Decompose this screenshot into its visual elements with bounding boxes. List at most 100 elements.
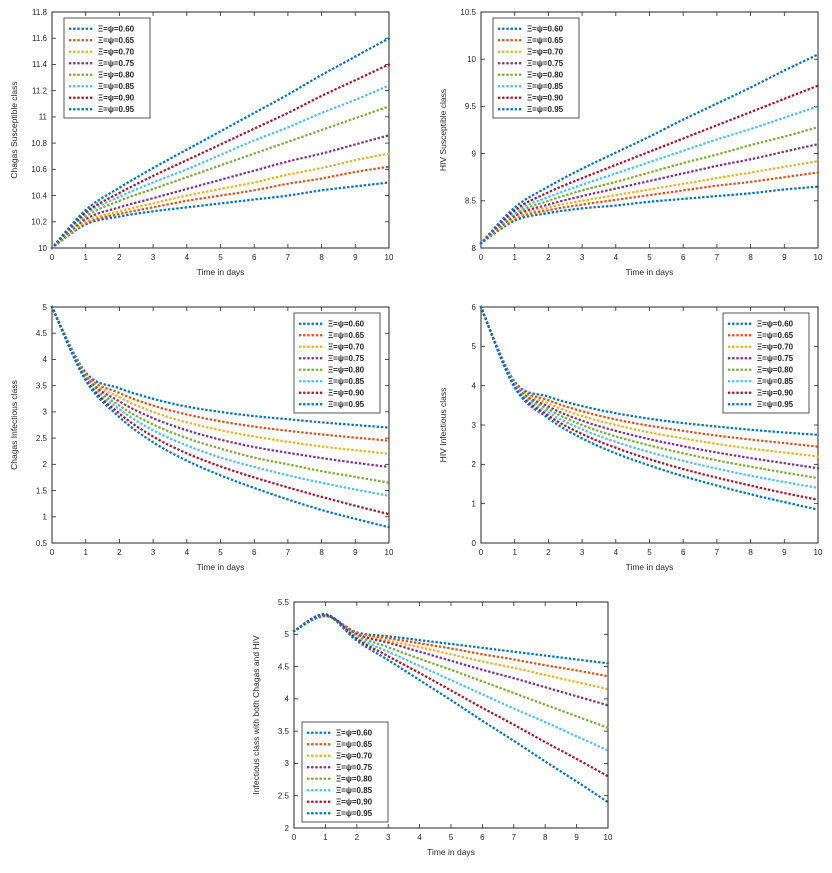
x-tick-label: 2 — [546, 253, 551, 262]
series-Ξ=ψ=0.95 — [50, 36, 391, 250]
y-tick-label: 3 — [472, 421, 477, 430]
series-Ξ=ψ=0.70 — [50, 152, 391, 250]
series-Ξ=ψ=0.60 — [50, 305, 391, 429]
y-axis-label: Chagas Susceptible class — [9, 81, 19, 178]
y-tick-label: 2 — [472, 460, 477, 469]
y-tick-label: 4 — [472, 381, 477, 390]
row-2: 0 1 2 3 4 5 6 7 8 9 10 0.5 1 1.5 2 2.5 3 3.5 4 4.5 5 Time in … — [0, 297, 832, 588]
x-tick-label: 3 — [580, 253, 585, 262]
y-tick-label: 4.5 — [278, 662, 290, 671]
chart-svg-hiv-infectious: 0 1 2 3 4 5 6 7 8 9 10 0 1 2 3 4 5 6 Time in days HIV Infec… — [438, 303, 823, 572]
series-Ξ=ψ=0.60 — [479, 305, 820, 437]
legend-label: Ξ=ψ=0.70 — [328, 343, 365, 352]
legend-label: Ξ=ψ=0.85 — [98, 82, 135, 91]
y-tick-label: 11.2 — [32, 86, 48, 95]
x-tick-label: 10 — [385, 253, 394, 262]
legend-label: Ξ=ψ=0.75 — [336, 763, 373, 772]
series-Ξ=ψ=0.75 — [479, 305, 820, 470]
x-tick-label: 7 — [286, 253, 291, 262]
legend: Ξ=ψ=0.60 Ξ=ψ=0.65 Ξ=ψ=0.70 Ξ=ψ=0.75 Ξ=ψ=0.80… — [63, 17, 151, 119]
series-Ξ=ψ=0.95 — [50, 305, 391, 529]
x-tick-label: 1 — [83, 253, 88, 262]
x-tick-label: 2 — [117, 548, 122, 557]
chart-hiv-infectious: 0 1 2 3 4 5 6 7 8 9 10 0 1 2 3 4 5 6 Time in days HIV Infec… — [433, 297, 828, 588]
y-tick-label: 3 — [43, 408, 48, 417]
legend: Ξ=ψ=0.60 Ξ=ψ=0.65 Ξ=ψ=0.70 Ξ=ψ=0.75 Ξ=ψ=0.80… — [492, 17, 580, 119]
x-tick-label: 10 — [814, 253, 823, 262]
legend-label: Ξ=ψ=0.90 — [757, 389, 794, 398]
x-tick-label: 8 — [319, 253, 324, 262]
x-axis-label: Time in days — [626, 267, 674, 277]
y-tick-label: 2 — [285, 824, 290, 833]
series-Ξ=ψ=0.80 — [479, 125, 820, 245]
series-Ξ=ψ=0.80 — [479, 305, 820, 480]
y-tick-label: 2 — [43, 460, 48, 469]
legend-label: Ξ=ψ=0.65 — [757, 331, 794, 340]
chart-hiv-susceptible: 0 1 2 3 4 5 6 7 8 9 10 8 8.5 9 9.5 10 10.5 Time in days HI… — [433, 2, 828, 293]
legend-label: Ξ=ψ=0.95 — [98, 105, 135, 114]
x-tick-label: 0 — [50, 548, 55, 557]
legend-label: Ξ=ψ=0.80 — [328, 366, 365, 375]
legend-label: Ξ=ψ=0.90 — [98, 94, 135, 103]
series-Ξ=ψ=0.80 — [50, 305, 391, 484]
x-tick-label: 4 — [185, 548, 190, 557]
series-Ξ=ψ=0.75 — [50, 305, 391, 469]
series-Ξ=ψ=0.90 — [50, 305, 391, 516]
y-tick-label: 3.5 — [278, 727, 290, 736]
x-tick-label: 7 — [512, 833, 517, 842]
legend-label: Ξ=ψ=0.60 — [527, 25, 564, 34]
series-Ξ=ψ=0.95 — [479, 305, 820, 511]
x-tick-label: 10 — [385, 548, 394, 557]
chart-svg-chagas-infectious: 0 1 2 3 4 5 6 7 8 9 10 0.5 1 1.5 2 2.5 3 3.5 4 4.5 5 Time in … — [9, 303, 394, 572]
y-tick-label: 10.6 — [31, 165, 47, 174]
y-tick-label: 2.5 — [36, 434, 48, 443]
chart-svg-coinfected: 0 1 2 3 4 5 6 7 8 9 10 2 2.5 3 3.5 4 4.5 5 5.5 Time in days… — [251, 598, 613, 857]
legend-label: Ξ=ψ=0.70 — [527, 48, 564, 57]
y-tick-label: 1 — [472, 499, 477, 508]
y-tick-label: 5.5 — [278, 598, 290, 607]
legend-label: Ξ=ψ=0.75 — [527, 59, 564, 68]
legend-label: Ξ=ψ=0.75 — [328, 354, 365, 363]
y-tick-label: 0 — [472, 539, 477, 548]
y-tick-label: 10 — [467, 55, 476, 64]
legend-label: Ξ=ψ=0.95 — [328, 400, 365, 409]
legend-label: Ξ=ψ=0.75 — [757, 354, 794, 363]
x-tick-label: 4 — [614, 253, 619, 262]
x-tick-label: 0 — [479, 253, 484, 262]
legend-label: Ξ=ψ=0.60 — [757, 320, 794, 329]
plot-box — [51, 11, 390, 249]
legend-label: Ξ=ψ=0.70 — [98, 48, 135, 57]
series-Ξ=ψ=0.90 — [479, 84, 820, 245]
series-Ξ=ψ=0.65 — [50, 165, 391, 250]
chart-chagas-infectious: 0 1 2 3 4 5 6 7 8 9 10 0.5 1 1.5 2 2.5 3 3.5 4 4.5 5 Time in … — [4, 297, 399, 588]
y-tick-label: 3.5 — [36, 381, 48, 390]
x-tick-label: 5 — [218, 548, 223, 557]
y-tick-label: 8 — [472, 244, 477, 253]
x-tick-label: 8 — [543, 833, 548, 842]
x-tick-label: 1 — [83, 548, 88, 557]
x-tick-label: 9 — [353, 253, 358, 262]
y-tick-label: 11.8 — [32, 8, 48, 17]
x-tick-label: 1 — [323, 833, 328, 842]
x-tick-label: 2 — [546, 548, 551, 557]
legend-label: Ξ=ψ=0.90 — [328, 389, 365, 398]
x-tick-label: 5 — [647, 253, 652, 262]
x-tick-label: 6 — [252, 253, 257, 262]
x-tick-label: 8 — [748, 253, 753, 262]
y-tick-label: 1 — [43, 513, 48, 522]
x-tick-label: 7 — [715, 253, 720, 262]
x-tick-label: 2 — [355, 833, 360, 842]
legend-box — [301, 721, 389, 823]
y-tick-label: 5 — [285, 630, 290, 639]
series-Ξ=ψ=0.70 — [50, 305, 391, 456]
series-Ξ=ψ=0.75 — [292, 614, 610, 707]
x-tick-label: 4 — [417, 833, 422, 842]
x-tick-label: 3 — [386, 833, 391, 842]
x-tick-label: 5 — [647, 548, 652, 557]
y-tick-label: 3 — [285, 759, 290, 768]
y-tick-label: 10.2 — [31, 218, 47, 227]
legend: Ξ=ψ=0.60 Ξ=ψ=0.65 Ξ=ψ=0.70 Ξ=ψ=0.75 Ξ=ψ=0.80… — [301, 721, 389, 823]
x-tick-label: 4 — [185, 253, 190, 262]
x-tick-label: 0 — [50, 253, 55, 262]
x-axis-label: Time in days — [197, 267, 245, 277]
